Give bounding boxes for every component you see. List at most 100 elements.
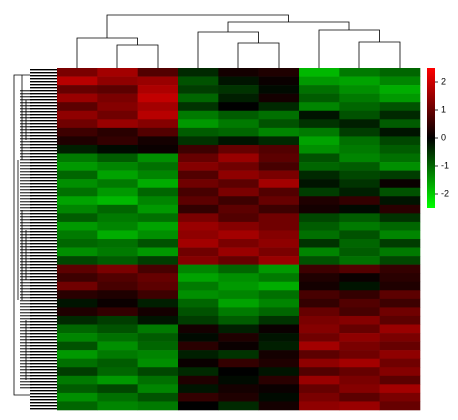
heatmap-cell xyxy=(218,401,259,411)
heatmap-cell xyxy=(258,375,300,385)
heatmap-cell xyxy=(339,196,380,206)
dendro-branch xyxy=(106,14,289,38)
heatmap-cell xyxy=(57,162,98,171)
heatmap-cell xyxy=(178,324,219,334)
heatmap-cell xyxy=(299,239,340,248)
heatmap-cell xyxy=(339,102,380,112)
heatmap-cell xyxy=(379,247,421,257)
heatmap-cell xyxy=(258,110,300,120)
heatmap-cell xyxy=(97,153,138,163)
heatmap-cell xyxy=(137,153,179,163)
heatmap-cell xyxy=(57,204,98,214)
heatmap-cell xyxy=(178,102,219,112)
heatmap-cell xyxy=(178,256,219,265)
heatmap-cell xyxy=(137,256,179,265)
heatmap-cell xyxy=(299,127,340,137)
heatmap-cell xyxy=(97,239,138,248)
heatmap-cell xyxy=(218,162,259,171)
heatmap-cell xyxy=(218,76,259,86)
heatmap-cell xyxy=(258,392,300,402)
heatmap-cell xyxy=(299,153,340,163)
heatmap-cell xyxy=(218,144,259,154)
row-dendro-branches xyxy=(13,74,30,396)
heatmap-cell xyxy=(258,170,300,180)
heatmap-cell xyxy=(258,85,300,94)
heatmap-cell xyxy=(218,85,259,94)
heatmap-cell xyxy=(339,333,380,342)
heatmap-cell xyxy=(258,127,300,137)
heatmap-cell xyxy=(97,341,138,351)
heatmap-cell xyxy=(218,324,259,334)
heatmap-cell xyxy=(299,281,340,291)
heatmap-cell xyxy=(57,93,98,103)
heatmap-cell xyxy=(218,247,259,257)
heatmap-cell xyxy=(339,290,380,300)
heatmap-cell xyxy=(178,341,219,351)
heatmap-cell xyxy=(258,307,300,317)
heatmap-cell xyxy=(218,384,259,394)
heatmap-cell xyxy=(218,350,259,359)
heatmap-cell xyxy=(178,93,219,103)
heatmap-cell xyxy=(379,375,421,385)
heatmap-cell xyxy=(379,102,421,112)
heatmap-cell xyxy=(299,333,340,342)
heatmap-cell xyxy=(258,162,300,171)
heatmap-cell xyxy=(339,367,380,377)
heatmap-cell xyxy=(299,401,340,411)
heatmap-cell xyxy=(339,273,380,283)
heatmap-cell xyxy=(299,119,340,129)
heatmap-cell xyxy=(218,170,259,180)
heatmap-cell xyxy=(178,127,219,137)
column-dendrogram xyxy=(76,14,401,68)
heatmap-cell xyxy=(137,119,179,129)
heatmap-cell xyxy=(57,298,98,308)
heatmap-cell xyxy=(379,110,421,120)
heatmap-cell xyxy=(178,281,219,291)
heatmap-cell xyxy=(137,204,179,214)
heatmap-cell xyxy=(299,384,340,394)
heatmap-cell xyxy=(57,230,98,240)
heatmap-cell xyxy=(97,76,138,86)
heatmap-cell xyxy=(299,68,340,77)
heatmap-cell xyxy=(339,93,380,103)
heatmap-cell xyxy=(97,204,138,214)
heatmap-cell xyxy=(57,85,98,94)
heatmap-cell xyxy=(258,358,300,368)
heatmap-cell xyxy=(57,144,98,154)
heatmap-cell xyxy=(178,76,219,86)
heatmap-cell xyxy=(258,144,300,154)
heatmap-cell xyxy=(218,230,259,240)
heatmap-cell xyxy=(97,162,138,171)
heatmap-cell xyxy=(339,179,380,188)
heatmap-cell xyxy=(379,264,421,274)
heatmap-cell xyxy=(379,256,421,265)
heatmap-cell xyxy=(299,76,340,86)
heatmap-cell xyxy=(97,93,138,103)
heatmap-cell xyxy=(137,290,179,300)
heatmap-cell xyxy=(339,375,380,385)
heatmap-cell xyxy=(379,68,421,77)
heatmap-cell xyxy=(97,367,138,377)
heatmap-cell xyxy=(137,110,179,120)
heatmap-cell xyxy=(97,333,138,342)
heatmap-cell xyxy=(137,367,179,377)
heatmap-cell xyxy=(258,213,300,223)
heatmap-cell xyxy=(137,213,179,223)
heatmap-cell xyxy=(97,102,138,112)
heatmap-cell xyxy=(178,179,219,188)
heatmap-cell xyxy=(137,196,179,206)
heatmap-cell xyxy=(379,136,421,146)
heatmap-cell xyxy=(258,196,300,206)
heatmap-cell xyxy=(379,392,421,402)
heatmap-cell xyxy=(137,239,179,248)
heatmap-cell xyxy=(218,239,259,248)
heatmap-cell xyxy=(379,179,421,188)
heatmap-cell xyxy=(97,170,138,180)
heatmap-cell xyxy=(137,401,179,411)
heatmap-cell xyxy=(97,187,138,197)
heatmap-cell xyxy=(339,358,380,368)
heatmap-cell xyxy=(218,179,259,188)
dendro-branch xyxy=(116,44,159,68)
